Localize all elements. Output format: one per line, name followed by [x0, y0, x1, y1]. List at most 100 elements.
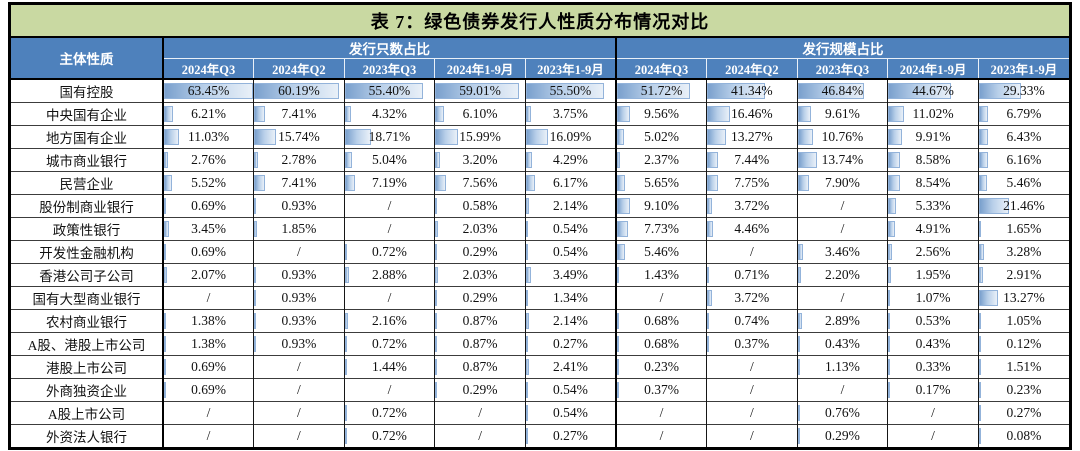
cell-value: 2.03% [462, 221, 498, 236]
cell-value: 6.10% [462, 106, 498, 121]
data-bar [164, 152, 168, 168]
scale-value-cell: 5.46% [614, 240, 707, 264]
cell-value: 9.10% [644, 198, 679, 213]
scale-value-cell: 9.91% [887, 125, 979, 149]
data-bar [978, 359, 981, 375]
data-bar [164, 313, 166, 329]
cell-value: 3.45% [191, 221, 226, 236]
cell-value: 1.43% [644, 267, 679, 282]
cell-value: 1.65% [1006, 221, 1042, 236]
data-bar [344, 175, 355, 191]
cell-value: / [387, 198, 392, 213]
cell-value: 3.49% [552, 267, 588, 282]
cell-value: / [297, 382, 301, 397]
scale-value-cell: 3.72% [706, 194, 798, 218]
data-bar [797, 359, 800, 375]
data-bar [525, 428, 528, 444]
scale-value-cell: / [614, 424, 707, 447]
cell-value: 7.56% [462, 175, 498, 190]
cell-value: 8.54% [915, 175, 951, 190]
count-value-cell: 6.10% [434, 102, 526, 126]
scale-value-cell: 7.73% [614, 217, 707, 241]
data-bar [978, 198, 1010, 214]
data-bar [978, 382, 981, 398]
count-value-cell: 15.99% [434, 125, 526, 149]
count-value-cell: 2.41% [524, 355, 616, 379]
data-bar [164, 244, 166, 260]
scale-value-cell: / [796, 378, 888, 402]
cell-value: 1.34% [552, 290, 588, 305]
scale-value-cell: 44.67% [887, 78, 979, 103]
scale-value-cell: 4.46% [706, 217, 798, 241]
count-value-cell: 0.87% [434, 355, 526, 379]
scale-value-cell: 1.13% [796, 355, 888, 379]
count-value-cell: 0.93% [253, 286, 345, 310]
count-value-cell: 0.69% [162, 194, 254, 218]
cell-value: / [931, 428, 935, 443]
data-bar [254, 221, 257, 237]
cell-value: 7.44% [734, 152, 770, 167]
data-bar [797, 152, 818, 168]
count-value-cell: 0.69% [162, 240, 254, 264]
cell-value: 0.68% [644, 336, 679, 351]
cell-value: 15.99% [459, 129, 501, 144]
data-bar [616, 152, 621, 168]
cell-value: 0.43% [915, 336, 951, 351]
data-bar [888, 359, 891, 375]
data-bar [616, 244, 625, 260]
cell-value: 2.88% [372, 267, 407, 282]
cell-value: 0.54% [552, 244, 588, 259]
data-bar [888, 382, 891, 398]
data-bar [616, 175, 625, 191]
table-row: 开发性金融机构 0.69% / 0.72% 0.29% 0.54% 5.46% / 3.46% 2… [11, 240, 1069, 264]
data-bar [164, 382, 166, 398]
scale-value-cell: 0.12% [977, 332, 1069, 356]
table-row: 港股上市公司 0.69% / 1.44% 0.87% 2.41% 0.23% / 1.13% 0.… [11, 355, 1069, 379]
data-bar [435, 313, 438, 329]
period-header-count-q3-2023: 2023年Q3 [343, 58, 435, 79]
data-bar [888, 290, 891, 306]
count-value-cell: 59.01% [434, 78, 526, 103]
row-label: 外商独资企业 [11, 378, 164, 402]
count-value-cell: 55.40% [343, 78, 435, 103]
count-value-cell: 0.54% [524, 217, 616, 241]
scale-value-cell: 2.91% [977, 263, 1069, 287]
data-bar [525, 359, 530, 375]
cell-value: 3.28% [1006, 244, 1042, 259]
data-bar [797, 313, 802, 329]
count-value-cell: 2.78% [253, 148, 345, 172]
cell-value: 2.76% [191, 152, 226, 167]
cell-value: 5.52% [191, 175, 226, 190]
cell-value: 4.32% [372, 106, 407, 121]
count-value-cell: 7.19% [343, 171, 435, 195]
data-bar [435, 175, 446, 191]
row-label: 国有大型商业银行 [11, 286, 164, 310]
count-value-cell: 0.27% [524, 424, 616, 447]
scale-value-cell: 8.58% [887, 148, 979, 172]
data-bar [978, 129, 988, 145]
cell-value: 41.34% [731, 83, 773, 98]
scale-value-cell: 4.91% [887, 217, 979, 241]
cell-value: 6.21% [191, 106, 226, 121]
count-value-cell: 63.45% [162, 78, 254, 103]
data-bar [435, 244, 438, 260]
data-bar [616, 221, 628, 237]
scale-value-cell: 41.34% [706, 78, 798, 103]
data-bar [616, 359, 619, 375]
cell-value: 10.76% [821, 129, 864, 144]
cell-value: 0.74% [734, 313, 770, 328]
count-value-cell: 0.54% [524, 240, 616, 264]
count-value-cell: 0.72% [343, 424, 435, 447]
scale-value-cell: 7.75% [706, 171, 798, 195]
data-bar [254, 267, 257, 283]
cell-value: 60.19% [278, 83, 320, 98]
table-row: 国有大型商业银行 / 0.93% / 0.29% 1.34% / 3.72% / 1.07% 13.… [11, 286, 1069, 310]
count-value-cell: / [162, 424, 254, 447]
scale-value-cell: 51.72% [614, 78, 707, 103]
data-bar [254, 313, 257, 329]
cell-value: / [749, 382, 754, 397]
cell-value: 0.93% [281, 267, 317, 282]
scale-value-cell: 13.27% [706, 125, 798, 149]
cell-value: 0.54% [552, 405, 588, 420]
scale-value-cell: / [796, 217, 888, 241]
